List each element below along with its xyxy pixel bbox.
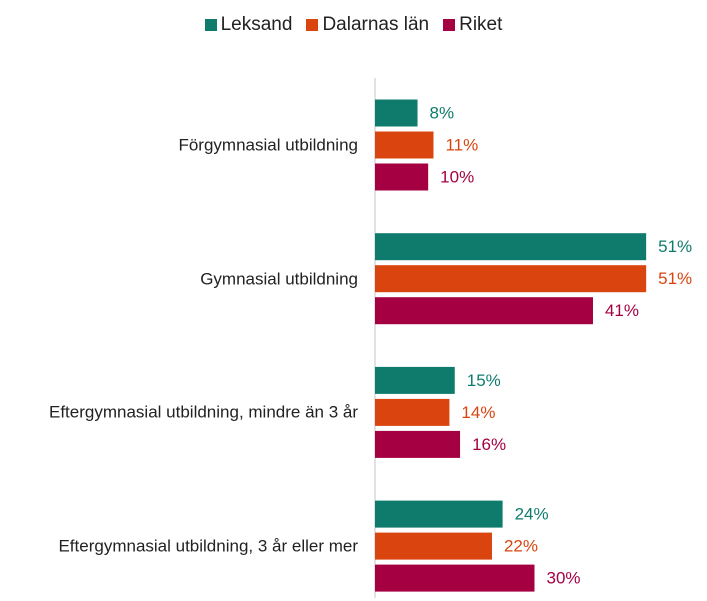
category-text: Eftergymnasial utbildning, mindre än 3 å… <box>49 402 358 422</box>
legend-item: Riket <box>443 14 502 36</box>
bar <box>375 131 434 159</box>
bar <box>375 297 593 325</box>
data-label: 51% <box>658 269 692 288</box>
bar <box>375 430 461 458</box>
legend: Leksand Dalarnas län Riket <box>0 14 707 36</box>
legend-label: Riket <box>459 14 503 35</box>
bar <box>375 265 647 293</box>
bar <box>375 564 535 592</box>
category-label: Eftergymnasial utbildning, 3 år eller me… <box>8 535 358 558</box>
data-label: 51% <box>658 237 692 256</box>
legend-label: Dalarnas län <box>322 14 430 35</box>
data-label: 24% <box>515 505 549 524</box>
bar <box>375 163 429 191</box>
legend-swatch <box>204 19 217 31</box>
legend-swatch <box>306 19 319 31</box>
bar <box>375 233 647 261</box>
legend-item: Leksand <box>204 14 293 36</box>
legend-item: Dalarnas län <box>306 14 429 36</box>
data-label: 16% <box>472 435 506 454</box>
category-text: Eftergymnasial utbildning, 3 år eller me… <box>58 536 358 556</box>
bar <box>375 99 418 127</box>
data-label: 10% <box>440 167 474 186</box>
data-label: 30% <box>547 569 581 588</box>
bar <box>375 398 450 426</box>
category-label: Gymnasial utbildning <box>8 267 358 290</box>
data-label: 11% <box>445 135 478 154</box>
data-label: 41% <box>605 301 639 320</box>
bar <box>375 366 455 394</box>
category-text: Förgymnasial utbildning <box>178 135 358 155</box>
data-label: 14% <box>461 403 495 422</box>
legend-label: Leksand <box>220 14 293 35</box>
category-label: Eftergymnasial utbildning, mindre än 3 å… <box>8 401 358 424</box>
legend-swatch <box>443 19 456 31</box>
data-label: 22% <box>504 537 538 556</box>
data-label: 15% <box>467 371 501 390</box>
data-label: 8% <box>430 103 455 122</box>
bar <box>375 532 492 560</box>
bar <box>375 500 503 528</box>
category-label: Förgymnasial utbildning <box>8 134 358 157</box>
category-text: Gymnasial utbildning <box>200 269 358 289</box>
